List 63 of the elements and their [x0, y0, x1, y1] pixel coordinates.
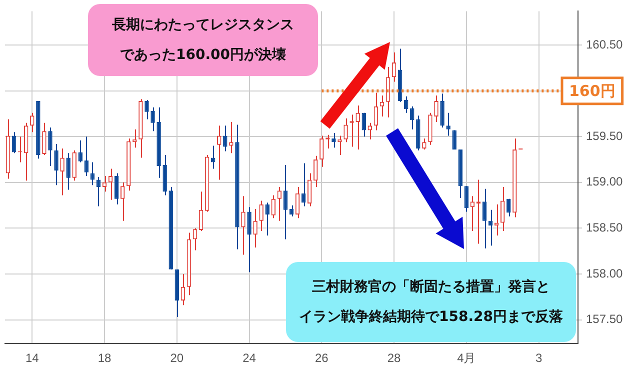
- candlestick: [307, 172, 312, 207]
- candlestick: [440, 93, 444, 128]
- candlestick: [120, 182, 125, 222]
- annotation: 三村財務官の「断固たる措置」発言とイラン戦争終結期待で158.28円まで反落: [298, 278, 564, 327]
- candlestick: [114, 172, 119, 205]
- candlestick: [320, 135, 324, 168]
- candlestick: [259, 200, 264, 232]
- speech-bubble: 長期にわたってレジスタンスであった160.00円が決壊: [88, 4, 318, 76]
- x-tick-label: 20: [170, 351, 184, 366]
- candlestick: [42, 122, 46, 156]
- annotation: 長期にわたってレジスタンスであった160.00円が決壊: [111, 16, 295, 65]
- candlestick: [60, 148, 64, 196]
- candlestick: [78, 140, 83, 163]
- candlestick: [356, 105, 360, 150]
- candlestick: [108, 168, 113, 200]
- candlestick: [30, 112, 34, 133]
- ref-line-label: 160円: [569, 82, 616, 100]
- x-tick-label: 18: [98, 351, 112, 366]
- candlestick: [247, 206, 252, 273]
- x-tick-label: 3: [535, 351, 542, 366]
- y-tick-label: 157.50: [586, 312, 624, 326]
- candlestick: [446, 112, 450, 136]
- candlestick: [289, 204, 294, 217]
- x-tick-label: 24: [242, 351, 256, 366]
- candlestick: [12, 132, 16, 154]
- candlestick: [144, 100, 149, 120]
- candlestick: [241, 196, 246, 256]
- candlestick: [494, 204, 499, 236]
- candlestick: [253, 208, 258, 248]
- candlestick: [482, 188, 487, 249]
- candlestick: [332, 132, 336, 148]
- candlestick: [464, 186, 469, 212]
- speech-bubble: 三村財務官の「断固たる措置」発言とイラン戦争終結期待で158.28円まで反落: [286, 262, 576, 342]
- candlestick: [314, 155, 318, 188]
- y-tick-label: 158.50: [586, 220, 624, 235]
- candlestick: [223, 125, 228, 152]
- candlestick: [48, 126, 52, 166]
- candlestick: [150, 106, 155, 132]
- x-tick-label: 14: [25, 351, 40, 366]
- candlestick: [84, 136, 89, 177]
- candlestick: [470, 196, 475, 232]
- candlestick: [434, 94, 438, 122]
- candlestick: [229, 122, 234, 154]
- candlestick: [96, 176, 101, 207]
- candlestick: [452, 130, 456, 150]
- candlestick: [271, 194, 276, 219]
- candlestick: [422, 138, 426, 150]
- candlestick: [72, 150, 76, 182]
- candlestick: [277, 186, 282, 222]
- candlestick: [283, 164, 288, 240]
- x-tick-label: 4月: [457, 351, 476, 366]
- x-tick-label: 26: [314, 351, 329, 366]
- candlestick: [66, 152, 70, 190]
- y-tick-label: 159.00: [586, 174, 624, 189]
- x-tick-label: 28: [387, 351, 402, 366]
- y-tick-label: 158.00: [586, 266, 624, 280]
- candlestick: [210, 145, 216, 170]
- y-tick-label: 160.50: [586, 37, 624, 52]
- y-tick-label: 159.50: [586, 128, 624, 143]
- candlestick: [217, 125, 222, 180]
- candlestick: [54, 143, 58, 186]
- candlestick: [344, 118, 348, 143]
- candlestick: [295, 186, 300, 219]
